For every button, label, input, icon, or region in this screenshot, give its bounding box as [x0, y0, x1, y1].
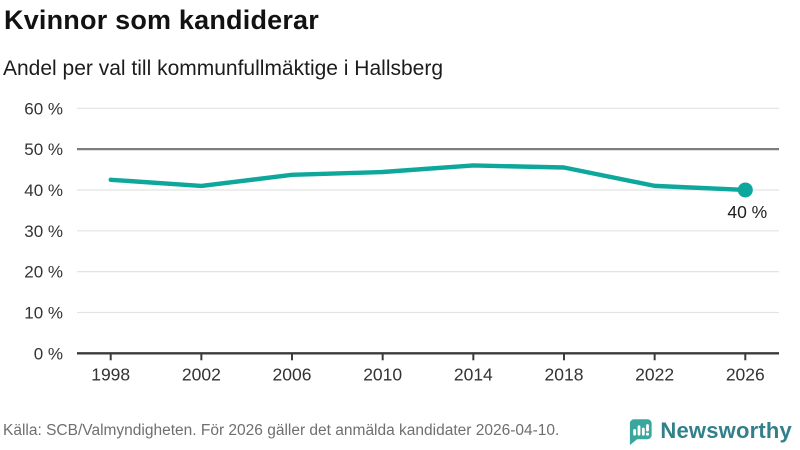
end-point-label: 40 % — [727, 202, 767, 222]
x-tick-label: 2022 — [635, 364, 674, 384]
bubble-shape — [630, 418, 653, 445]
bar-3 — [642, 427, 646, 436]
newsworthy-logo: Newsworthy — [624, 417, 792, 446]
source-note: Källa: SCB/Valmyndigheten. För 2026 gäll… — [3, 422, 560, 439]
bar-1 — [633, 428, 637, 436]
line-chart-svg: 0 % 10 % 20 % 30 % 40 % 50 % 60 % 1998 2002 2006 2… — [24, 99, 779, 384]
end-point-dot — [737, 182, 753, 198]
chart-subtitle: Andel per val till kommunfullmäktige i H… — [3, 57, 444, 80]
x-tick-label: 2002 — [182, 364, 221, 384]
data-line — [108, 163, 748, 193]
y-tick-label: 50 % — [24, 140, 63, 159]
x-tick-label: 2010 — [363, 364, 402, 384]
x-tick-label: 1998 — [91, 364, 130, 384]
footer: Källa: SCB/Valmyndigheten. För 2026 gäll… — [0, 412, 800, 450]
y-tick-label: 10 % — [24, 303, 63, 322]
y-tick-label: 60 % — [24, 99, 63, 118]
y-tick-label: 20 % — [24, 263, 63, 282]
newsworthy-bubble-chart-icon — [630, 418, 653, 445]
x-tick-label: 2006 — [273, 364, 312, 384]
y-tick-label: 40 % — [24, 181, 63, 200]
exclamation-dot — [646, 432, 650, 436]
y-tick-label: 0 % — [34, 344, 63, 363]
line-chart: 0 % 10 % 20 % 30 % 40 % 50 % 60 % 1998 2002 2006 2… — [0, 90, 800, 400]
x-tick-label: 2026 — [726, 364, 765, 384]
x-tick-label: 2018 — [545, 364, 584, 384]
x-tick-label: 2014 — [454, 364, 493, 384]
brand-name: Newsworthy — [660, 418, 792, 443]
page-title: Kvinnor som kandiderar — [4, 5, 319, 35]
exclamation-bar — [646, 423, 650, 431]
y-tick-label: 30 % — [24, 222, 63, 241]
bar-2 — [638, 424, 641, 436]
